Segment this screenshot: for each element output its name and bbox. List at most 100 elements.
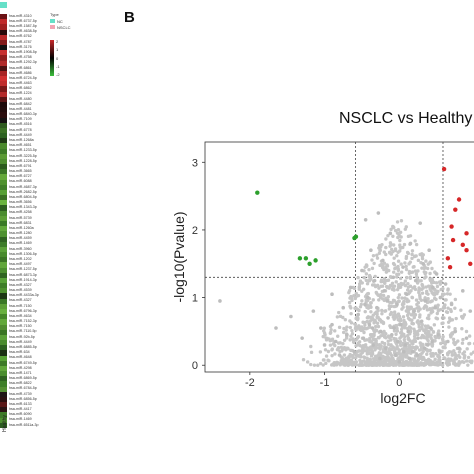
heatmap-cell	[0, 226, 7, 232]
data-point-background	[426, 284, 431, 288]
data-point	[421, 261, 425, 266]
data-point	[419, 319, 424, 324]
heatmap-cell	[0, 60, 7, 67]
data-point-background	[349, 306, 353, 310]
heatmap-cell	[0, 14, 7, 20]
legend-swatch-nc	[50, 19, 55, 23]
data-point	[367, 322, 372, 327]
heatmap-row-label: hsa-miR-1306-5p	[9, 251, 37, 256]
data-point-background	[383, 309, 388, 313]
heatmap-cell	[0, 127, 7, 134]
data-point-background	[344, 359, 349, 363]
data-point-background	[326, 358, 330, 362]
data-point	[449, 302, 454, 307]
heatmap-row-label: hsa-miR-6727	[9, 174, 32, 179]
data-point-background	[396, 347, 400, 351]
data-point	[360, 268, 364, 273]
heatmap-row-label: hsa-miR-6088	[9, 179, 32, 184]
x-tick-label: -2	[245, 377, 255, 389]
data-point	[446, 339, 450, 344]
data-point-background	[326, 349, 331, 354]
heatmap-row-label: hsa-miR-4449	[9, 132, 32, 137]
heatmap-cell	[0, 50, 7, 56]
data-point-background	[445, 310, 450, 315]
data-point-background	[428, 287, 432, 291]
data-point	[436, 332, 440, 337]
data-point-background	[406, 281, 410, 286]
data-point-background	[430, 299, 434, 303]
data-point-background	[329, 330, 333, 335]
data-point-background	[382, 341, 387, 346]
data-point-background	[377, 286, 381, 290]
data-point-background	[369, 310, 373, 314]
heatmap-cell	[0, 422, 7, 429]
heatmap-row-label: hsa-miR-4459	[9, 236, 32, 241]
data-point-background	[372, 261, 376, 266]
data-point-background	[402, 318, 406, 323]
data-point-background	[453, 363, 458, 367]
data-point-background	[336, 334, 340, 338]
data-point-background	[432, 280, 436, 285]
data-point-background	[383, 357, 388, 362]
data-point-background	[425, 316, 430, 320]
data-point-background	[398, 276, 403, 281]
data-point-background	[411, 342, 415, 346]
heatmap-row-label: hsa-miR-7152-3p	[9, 319, 37, 324]
heatmap-cell	[0, 221, 7, 227]
data-point-background	[309, 344, 313, 349]
data-point-background	[421, 349, 425, 354]
heatmap-cell	[0, 272, 7, 279]
data-point-background	[394, 266, 399, 270]
data-point-background	[364, 299, 368, 304]
data-point-background	[416, 258, 421, 263]
data-point-background	[462, 360, 466, 364]
data-point-background	[405, 306, 410, 310]
heatmap-row-label: hsa-miR-6856-5p	[9, 396, 37, 401]
data-point-background	[404, 309, 409, 313]
heatmap-cell	[0, 334, 7, 341]
data-point-background	[338, 349, 342, 354]
data-point-background	[350, 363, 354, 367]
heatmap-cell	[0, 169, 7, 175]
data-point	[438, 295, 443, 300]
data-point-background	[410, 252, 414, 257]
heatmap-row-label: hsa-miR-6862	[9, 86, 32, 91]
heatmap-row-label: hsa-miR-6791	[9, 163, 32, 168]
data-point-background	[360, 289, 364, 293]
data-point-background	[420, 282, 424, 287]
heatmap-row-label: hsa-miR-6784-5p	[9, 386, 37, 391]
data-point-background	[400, 347, 405, 351]
data-point	[440, 316, 445, 320]
data-point-background	[376, 362, 381, 366]
heatmap-row-label: hsa-miR-1260a	[9, 225, 34, 230]
data-point-background	[434, 352, 438, 356]
data-point	[313, 258, 318, 263]
data-point-background	[325, 336, 330, 341]
data-point-background	[374, 345, 378, 349]
y-tick-label: 2	[192, 225, 198, 237]
data-point-background	[357, 287, 361, 291]
data-point-background	[396, 228, 401, 232]
data-point-background	[354, 356, 358, 360]
heatmap-row-label: hsa-miR-4651	[9, 143, 32, 148]
data-point	[433, 305, 437, 310]
data-point-background	[386, 334, 391, 339]
data-point-background	[373, 324, 378, 329]
heatmap-cell	[0, 329, 7, 336]
heatmap-cell	[0, 262, 7, 268]
data-point	[352, 349, 357, 354]
data-point-background	[350, 332, 355, 336]
heatmap-row-label: hsa-miR-6724-5p	[9, 75, 37, 80]
data-point	[460, 242, 465, 248]
data-point-background	[384, 245, 388, 250]
data-point-background	[398, 230, 403, 234]
data-point	[468, 309, 473, 313]
heatmap-row-label: hsa-miR-4787	[9, 39, 32, 44]
data-point-background	[390, 301, 394, 305]
data-point	[398, 322, 403, 327]
data-point	[403, 343, 408, 347]
heatmap-row-label: hsa-miR-7150	[9, 324, 32, 329]
heatmap-row-label: hsa-miR-6842	[9, 101, 32, 106]
data-point-background	[331, 362, 335, 366]
data-point-background	[437, 358, 441, 362]
